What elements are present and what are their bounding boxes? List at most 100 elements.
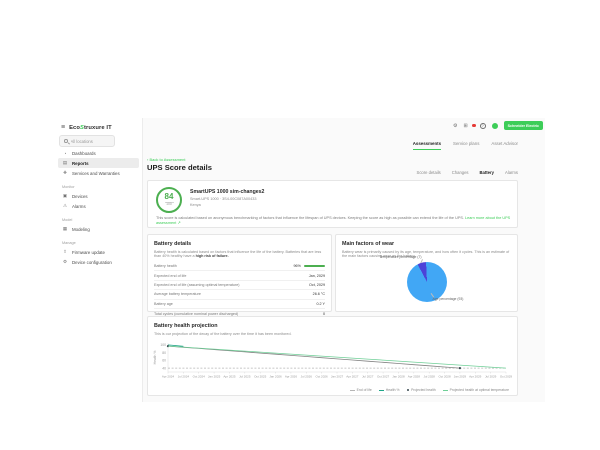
sidebar-section: Model ▦ Modeling [55, 211, 142, 234]
svg-text:Jul 2029: Jul 2029 [485, 375, 497, 379]
subtab-battery[interactable]: Battery [479, 170, 494, 175]
device-model-serial: Smart-UPS 1000 · 3S4-00C087A00433 [190, 197, 257, 201]
ecostruxure-logo: EcoStruxure IT [69, 125, 112, 131]
wear-card-title: Main factors of wear [342, 241, 395, 247]
svg-text:Oct 2026: Oct 2026 [316, 375, 329, 379]
battery-details-card: Battery details Battery health is calcul… [147, 234, 332, 316]
svg-text:Oct 2028: Oct 2028 [438, 375, 451, 379]
learn-more-link[interactable]: Learn more about the UPS assessment ↗ [156, 216, 511, 225]
battery-detail-row: Expected end of life Jan, 2029 [154, 271, 325, 281]
search-input[interactable] [70, 138, 111, 144]
page-title: UPS Score details [147, 163, 212, 172]
svg-text:60: 60 [162, 359, 166, 363]
sidebar-nav: Analyze ◔ Dashboards ▤ Reports ❖ Service… [55, 135, 142, 267]
legend-end-of-life: End of life [349, 388, 372, 392]
battery-desc-bold: high risk of failure. [195, 254, 229, 259]
settings-icon[interactable]: ⚙ [452, 122, 458, 129]
score-value: 84 [164, 192, 174, 202]
device-name: SmartUPS 1000 sim-changes2 [190, 189, 265, 195]
svg-text:Jul 2027: Jul 2027 [362, 375, 374, 379]
sidebar-section: Manage ⇧ Firmware update ⚙ Device config… [55, 234, 142, 267]
pie-label-age: Age percentage (93) [432, 297, 464, 301]
help-icon[interactable]: ? [479, 122, 486, 129]
services-icon: ❖ [62, 170, 68, 175]
svg-text:Jul 2024: Jul 2024 [178, 375, 190, 379]
svg-text:Jul 2028: Jul 2028 [424, 375, 436, 379]
primary-tabs: Assessments Service plans Asset Advisor [412, 141, 518, 150]
score-ring: 84 100 [156, 187, 182, 213]
legend-health-: Health % [378, 388, 400, 392]
sidebar-item-modeling[interactable]: ▦ Modeling [62, 226, 90, 232]
wear-card-description: Battery wear is primarily caused by its … [342, 249, 510, 259]
battery-detail-row: Battery health 96% [154, 262, 325, 272]
apps-grid-icon[interactable]: ⊞ [463, 122, 468, 129]
wear-pie-chart [406, 262, 447, 302]
sidebar-item-services-and-warranties[interactable]: ❖ Services and Warranties [62, 170, 120, 176]
projection-description: This is our projection of the decay of t… [154, 331, 292, 336]
logo-row: ≡ EcoStruxure IT [55, 118, 142, 135]
sidebar-item-device-configuration[interactable]: ⚙ Device configuration [62, 259, 112, 265]
search-icon [64, 139, 68, 143]
sidebar-item-dashboards[interactable]: ◔ Dashboards [63, 150, 96, 156]
subtab-alarms[interactable]: Alarms [504, 170, 518, 175]
configuration-icon: ⚙ [62, 259, 68, 264]
score-max: 100 [166, 202, 172, 207]
svg-text:Jan 2029: Jan 2029 [454, 375, 467, 379]
back-to-assessment-link[interactable]: ‹ Back to Assessment [147, 157, 185, 162]
device-location: Kenya [190, 203, 201, 207]
battery-detail-row: Average battery temperature 26.6 °C [154, 290, 325, 300]
secondary-tabs: Score details Changes Battery Alarms [417, 170, 518, 175]
svg-text:Apr 2027: Apr 2027 [346, 375, 359, 379]
svg-text:40: 40 [162, 366, 166, 370]
sidebar-item-reports[interactable]: ▤ Reports [58, 158, 139, 168]
back-link-label: Back to Assessment [149, 157, 186, 162]
modeling-icon: ▦ [62, 226, 68, 231]
svg-text:Jan 2026: Jan 2026 [269, 375, 282, 379]
svg-text:80: 80 [162, 351, 166, 355]
tab-service-plans[interactable]: Service plans [453, 141, 480, 146]
svg-text:Apr 2024: Apr 2024 [162, 375, 175, 379]
legend-projected-health-at-optimal-temperature: Projected health at optimal temperature [442, 388, 509, 392]
health-projection-card: Battery health projection This is our pr… [147, 316, 518, 396]
battery-desc-text: Battery health is calculated based on fa… [154, 249, 322, 259]
battery-detail-row: Total cycles (cumulative nominal power d… [154, 311, 325, 316]
firmware-icon: ⇧ [63, 249, 67, 254]
svg-text:Apr 2029: Apr 2029 [469, 375, 482, 379]
score-divider [164, 201, 174, 203]
svg-text:Oct 2025: Oct 2025 [254, 375, 267, 379]
schneider-electric-logo: Schneider Electric [503, 121, 543, 130]
logo-leaf-icon: S [80, 124, 84, 131]
logo-prefix: Eco [69, 124, 81, 131]
devices-icon: ▣ [62, 193, 68, 198]
sidebar-item-devices[interactable]: ▣ Devices [62, 193, 88, 199]
user-avatar[interactable] [491, 122, 498, 129]
header-actions: ⚙ ⊞ ? Schneider Electric [453, 121, 543, 130]
sidebar-section-label: Monitor [62, 185, 75, 189]
sidebar-item-firmware-update[interactable]: ⇧ Firmware update [63, 249, 105, 255]
reports-icon: ▤ [62, 160, 68, 165]
svg-text:Oct 2029: Oct 2029 [500, 375, 512, 379]
subtab-changes[interactable]: Changes [451, 170, 469, 175]
battery-detail-row: Expected end of life (assuming optimal t… [154, 281, 325, 291]
dashboards-icon: ◔ [63, 150, 67, 156]
svg-text:100: 100 [160, 343, 166, 347]
notification-badge [472, 123, 476, 127]
hamburger-menu-icon[interactable]: ≡ [61, 124, 66, 131]
location-search[interactable] [59, 135, 115, 147]
ups-score-card: 84 100 SmartUPS 1000 sim-changes2 Smart-… [147, 180, 518, 228]
score-description: This score is calculated based on anonym… [156, 216, 512, 226]
svg-text:Health %: Health % [153, 351, 157, 365]
svg-text:Apr 2028: Apr 2028 [408, 375, 421, 379]
svg-text:Oct 2027: Oct 2027 [377, 375, 390, 379]
svg-text:Apr 2026: Apr 2026 [285, 375, 298, 379]
battery-detail-row: Battery age 0.2 Y [154, 300, 325, 310]
sidebar: ≡ EcoStruxure IT Analyze ◔ Dashboards ▤ … [55, 118, 143, 402]
tab-asset-advisor[interactable]: Asset Advisor [491, 141, 518, 146]
sidebar-section-label: Model [62, 218, 73, 222]
app-window: ≡ EcoStruxure IT Analyze ◔ Dashboards ▤ … [55, 118, 545, 402]
subtab-score-details[interactable]: Score details [416, 170, 441, 175]
svg-text:Jan 2025: Jan 2025 [208, 375, 221, 379]
tab-assessments[interactable]: Assessments [412, 141, 442, 150]
svg-text:Jan 2027: Jan 2027 [331, 375, 344, 379]
sidebar-item-alarms[interactable]: ⚠ Alarms [62, 203, 86, 209]
